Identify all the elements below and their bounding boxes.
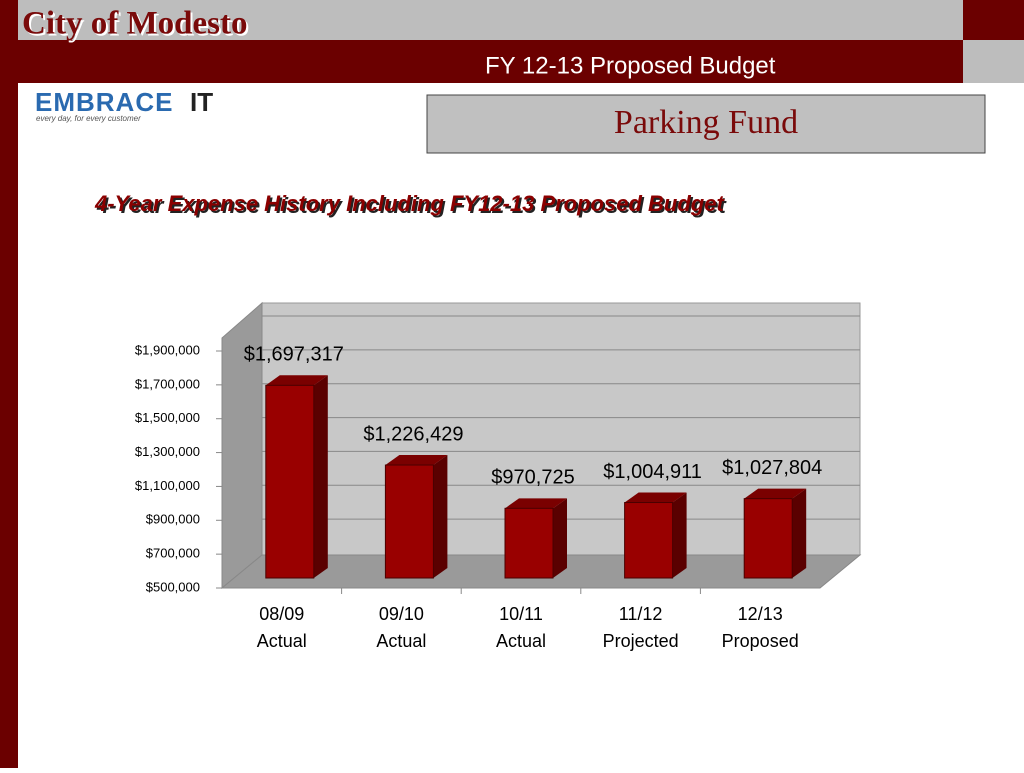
section-box [426,94,986,154]
x-tick-label: 11/12 [619,604,663,624]
y-tick-label: $500,000 [146,579,200,594]
logo-mark: IT [190,87,213,117]
bar-side [553,498,567,578]
bar-top [624,492,687,503]
left-stripe [0,0,18,768]
y-tick-label: $1,100,000 [135,478,200,493]
y-tick-label: $1,500,000 [135,410,200,425]
header-corner [963,0,1024,40]
header-band [0,40,963,83]
bar [743,498,793,579]
value-label: $1,027,804 [722,457,822,479]
value-label: $1,226,429 [363,423,463,445]
x-tick-label: Projected [603,631,679,651]
bar-top [265,375,328,386]
value-label: $1,004,911 [603,461,702,483]
value-label: $970,725 [491,467,574,489]
x-tick-label: 10/11 [499,604,543,624]
y-tick-label: $900,000 [146,512,200,527]
chart-title: 4-Year Expense History Including FY12-13… [94,191,725,216]
x-tick-label: Actual [496,631,546,651]
logo-word: EMBRACE [35,87,173,117]
x-tick-label: 08/09 [259,604,304,624]
x-tick-label: 12/13 [738,604,783,624]
bar-top [385,455,448,466]
y-tick-label: $1,700,000 [135,376,200,391]
y-tick-label: $1,900,000 [135,342,200,357]
header-top [0,0,963,40]
y-tick-label: $700,000 [146,546,200,561]
header-corner [963,40,1024,83]
header-title: City of Modesto [22,6,247,42]
bar-top [505,498,567,509]
x-tick-label: Actual [257,631,307,651]
bar-top [744,488,807,499]
x-tick-label: 09/10 [379,604,424,624]
chart-title-shadow: 4-Year Expense History Including FY12-13… [96,193,727,218]
title-shadow: City of Modesto [24,8,249,44]
bar-side [792,488,807,578]
bar-side [433,455,448,578]
x-tick-label: Proposed [722,631,799,651]
bar [504,507,554,579]
value-label: $1,697,317 [244,344,344,366]
bar [624,502,674,579]
bar-side [313,375,328,578]
logo-tagline: every day, for every customer [36,114,141,123]
bar [265,384,315,579]
x-tick-label: Actual [376,631,426,651]
section-title: Parking Fund [614,104,798,141]
header-subtitle: FY 12-13 Proposed Budget [485,52,776,79]
bar-side [672,492,687,578]
y-tick-label: $1,300,000 [135,444,200,459]
bar [384,464,434,579]
